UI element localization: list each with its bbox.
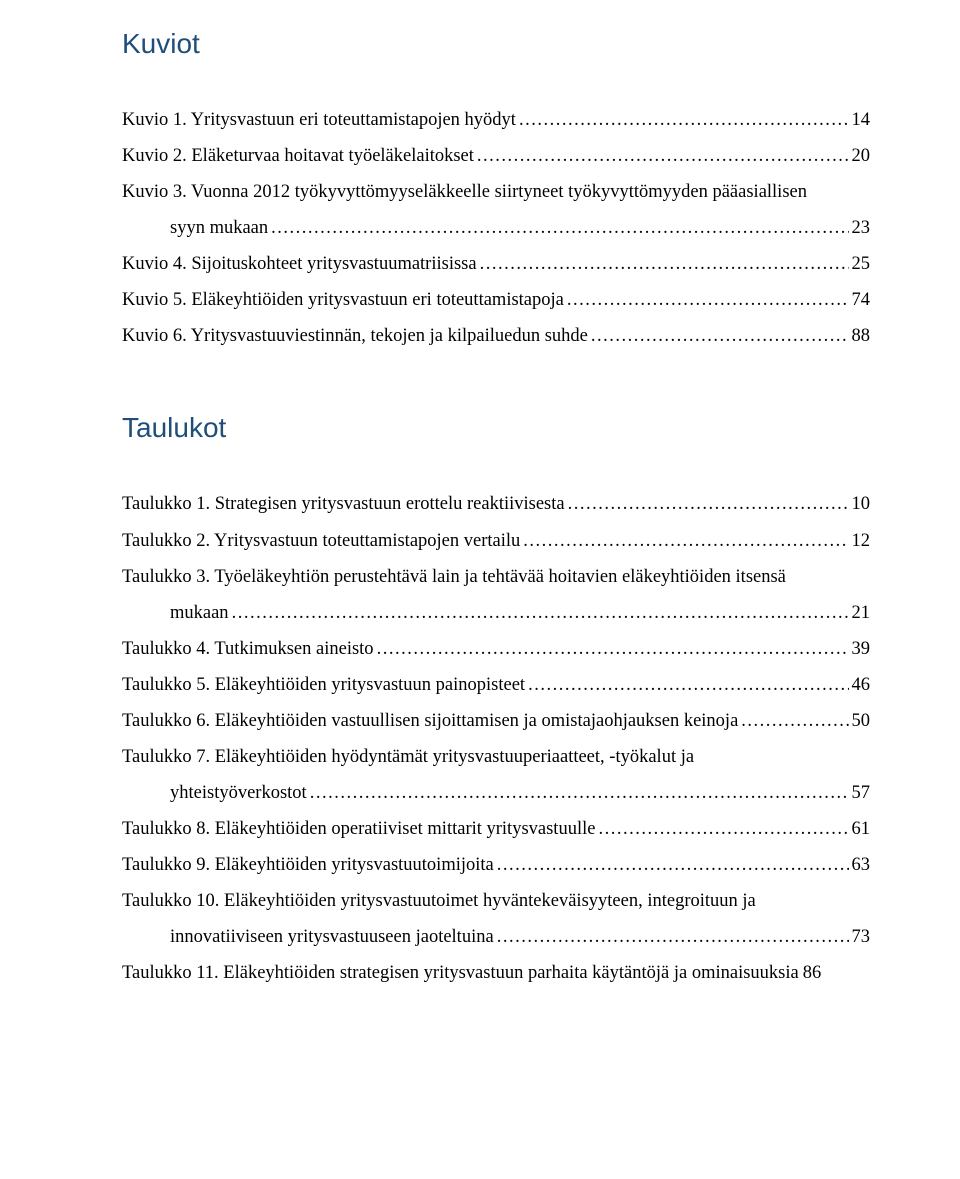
toc-entry-lead: Taulukko 3. Työeläkeyhtiön perustehtävä … <box>122 559 870 595</box>
toc-entry: Kuvio 1. Yritysvastuun eri toteuttamista… <box>122 102 870 138</box>
toc-label: syyn mukaan <box>170 210 268 246</box>
toc-label: Kuvio 6. Yritysvastuuviestinnän, tekojen… <box>122 318 588 354</box>
toc-entry: Taulukko 5. Eläkeyhtiöiden yritysvastuun… <box>122 667 870 703</box>
toc-dots <box>591 318 849 354</box>
toc-page: 20 <box>852 138 871 174</box>
toc-label: Kuvio 4. Sijoituskohteet yritysvastuumat… <box>122 246 477 282</box>
toc-label: Taulukko 5. Eläkeyhtiöiden yritysvastuun… <box>122 667 525 703</box>
toc-dots <box>567 282 849 318</box>
toc-page: 73 <box>852 919 871 955</box>
toc-entry: Taulukko 4. Tutkimuksen aineisto 39 <box>122 631 870 667</box>
toc-dots <box>271 210 848 246</box>
toc-entry-lead: Kuvio 3. Vuonna 2012 työkyvyttömyyseläkk… <box>122 174 870 210</box>
toc-dots <box>310 775 849 811</box>
toc-page: 46 <box>852 667 871 703</box>
toc-entry: Kuvio 4. Sijoituskohteet yritysvastuumat… <box>122 246 870 282</box>
toc-label: Taulukko 6. Eläkeyhtiöiden vastuullisen … <box>122 703 738 739</box>
toc-entry: Kuvio 2. Eläketurvaa hoitavat työeläkela… <box>122 138 870 174</box>
toc-label: Kuvio 1. Yritysvastuun eri toteuttamista… <box>122 102 516 138</box>
toc-dots <box>497 919 849 955</box>
toc-dots <box>477 138 849 174</box>
toc-page: 23 <box>852 210 871 246</box>
toc-dots <box>568 486 849 522</box>
toc-page: 25 <box>852 246 871 282</box>
toc-page: 50 <box>852 703 871 739</box>
toc-page: 21 <box>852 595 871 631</box>
toc-page: 39 <box>852 631 871 667</box>
toc-page: 12 <box>852 523 871 559</box>
toc-entry: Kuvio 5. Eläkeyhtiöiden yritysvastuun er… <box>122 282 870 318</box>
toc-label: Taulukko 4. Tutkimuksen aineisto <box>122 631 374 667</box>
toc-label: Kuvio 2. Eläketurvaa hoitavat työeläkela… <box>122 138 474 174</box>
toc-entry: Taulukko 1. Strategisen yritysvastuun er… <box>122 486 870 522</box>
toc-label: Taulukko 9. Eläkeyhtiöiden yritysvastuut… <box>122 847 494 883</box>
toc-page: 57 <box>852 775 871 811</box>
taulukot-list: Taulukko 1. Strategisen yritysvastuun er… <box>122 486 870 991</box>
toc-page: 14 <box>852 102 871 138</box>
toc-dots <box>598 811 848 847</box>
toc-entry: Kuvio 6. Yritysvastuuviestinnän, tekojen… <box>122 318 870 354</box>
toc-dots <box>480 246 849 282</box>
toc-entry: Taulukko 2. Yritysvastuun toteuttamistap… <box>122 523 870 559</box>
document-page: Kuviot Kuvio 1. Yritysvastuun eri toteut… <box>0 0 960 1031</box>
toc-entry-lead: Taulukko 10. Eläkeyhtiöiden yritysvastuu… <box>122 883 870 919</box>
toc-entry-lead: Taulukko 7. Eläkeyhtiöiden hyödyntämät y… <box>122 739 870 775</box>
toc-dots <box>741 703 848 739</box>
toc-entry-cont: yhteistyöverkostot 57 <box>122 775 870 811</box>
kuviot-heading: Kuviot <box>122 28 870 60</box>
toc-entry: Taulukko 6. Eläkeyhtiöiden vastuullisen … <box>122 703 870 739</box>
toc-entry-cont: innovatiiviseen yritysvastuuseen jaotelt… <box>122 919 870 955</box>
toc-dots <box>377 631 849 667</box>
toc-dots <box>497 847 849 883</box>
toc-entry: Taulukko 9. Eläkeyhtiöiden yritysvastuut… <box>122 847 870 883</box>
toc-label: Taulukko 2. Yritysvastuun toteuttamistap… <box>122 523 520 559</box>
toc-dots <box>519 102 849 138</box>
taulukot-heading: Taulukot <box>122 412 870 444</box>
toc-label: Kuvio 5. Eläkeyhtiöiden yritysvastuun er… <box>122 282 564 318</box>
toc-label: mukaan <box>170 595 229 631</box>
toc-entry: Taulukko 8. Eläkeyhtiöiden operatiiviset… <box>122 811 870 847</box>
toc-page: 86 <box>803 955 822 991</box>
toc-page: 63 <box>852 847 871 883</box>
toc-label: yhteistyöverkostot <box>170 775 307 811</box>
toc-label: Taulukko 8. Eläkeyhtiöiden operatiiviset… <box>122 811 595 847</box>
toc-entry-cont: mukaan 21 <box>122 595 870 631</box>
toc-dots <box>232 595 849 631</box>
toc-page: 10 <box>852 486 871 522</box>
toc-entry: Taulukko 11. Eläkeyhtiöiden strategisen … <box>122 955 870 991</box>
toc-dots <box>523 523 848 559</box>
kuviot-list: Kuvio 1. Yritysvastuun eri toteuttamista… <box>122 102 870 354</box>
toc-dots <box>528 667 848 703</box>
toc-label: innovatiiviseen yritysvastuuseen jaotelt… <box>170 919 494 955</box>
toc-label: Taulukko 11. Eläkeyhtiöiden strategisen … <box>122 955 799 991</box>
toc-page: 74 <box>852 282 871 318</box>
toc-label: Taulukko 1. Strategisen yritysvastuun er… <box>122 486 565 522</box>
toc-page: 61 <box>852 811 871 847</box>
toc-page: 88 <box>852 318 871 354</box>
toc-entry-cont: syyn mukaan 23 <box>122 210 870 246</box>
